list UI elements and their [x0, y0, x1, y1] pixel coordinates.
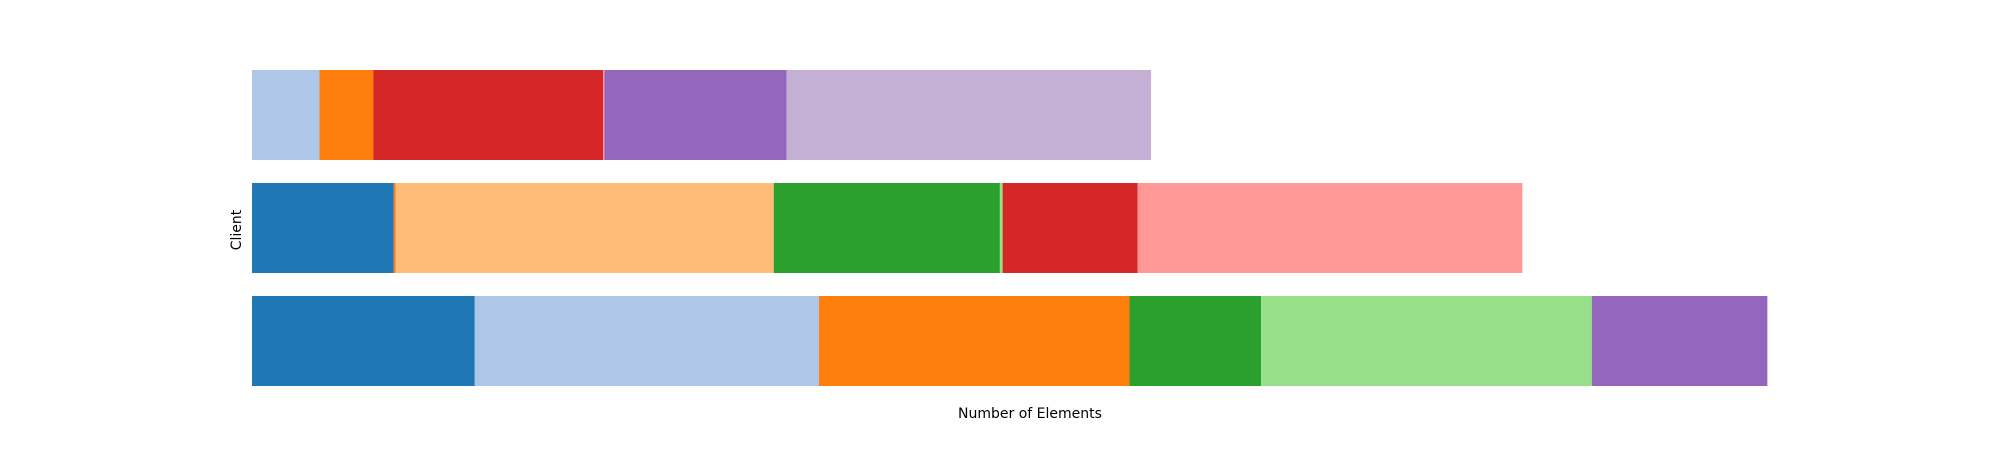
bar-segment-1-1	[252, 70, 320, 160]
bar-row-2	[252, 183, 1523, 273]
bar-segment-2-5	[999, 183, 1003, 273]
bar-segment-2-2	[393, 183, 396, 273]
bar-segment-1-6	[786, 70, 1152, 160]
bar-segment-3-1	[252, 296, 475, 386]
bar-segment-3-5	[1261, 296, 1592, 386]
bar-segment-2-3	[395, 183, 774, 273]
bar-segment-3-4	[1129, 296, 1262, 386]
y-axis-label: Client	[229, 209, 245, 250]
x-axis-label: Number of Elements	[958, 406, 1102, 422]
bar-segment-1-5	[604, 70, 787, 160]
bar-rows	[252, 70, 1768, 386]
bar-row-3	[252, 296, 1768, 386]
bar-row-1	[252, 70, 1152, 160]
bar-segment-3-6	[1591, 296, 1768, 386]
bar-segment-1-2	[319, 70, 374, 160]
bar-segment-3-3	[819, 296, 1130, 386]
bar-segment-2-6	[1002, 183, 1138, 273]
bar-segment-1-4	[603, 70, 605, 160]
bar-segment-2-4	[773, 183, 1000, 273]
bar-segment-2-7	[1137, 183, 1523, 273]
bar-segment-2-1	[252, 183, 394, 273]
bar-segment-1-3	[373, 70, 603, 160]
bar-segment-3-2	[474, 296, 819, 386]
